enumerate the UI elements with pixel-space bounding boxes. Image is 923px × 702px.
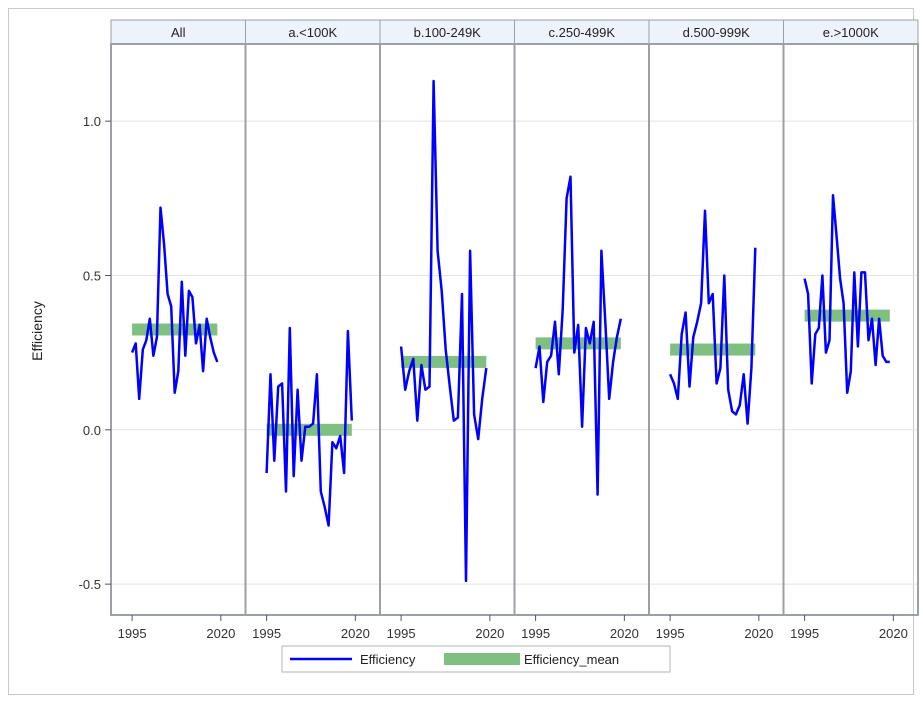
legend: Efficiency Efficiency_mean: [281, 645, 671, 673]
y-tick-label: -0.5: [79, 577, 101, 592]
efficiency-line: [534, 175, 623, 496]
y-tick-label: 1.0: [83, 114, 101, 129]
x-tick-label: 1995: [521, 626, 550, 641]
x-tick-label: 2020: [879, 626, 908, 641]
x-tick-label: 1995: [252, 626, 281, 641]
panel-border: [244, 43, 381, 616]
panel-6: e.>1000K 1995 2020: [782, 19, 919, 641]
panel-title: e.>1000K: [823, 25, 879, 40]
panel-header: [648, 19, 784, 45]
panel-border: [379, 43, 516, 616]
legend-label-efficiency: Efficiency: [360, 652, 416, 667]
panel-4: c.250-499K 1995 2020: [513, 19, 650, 641]
x-tick-label: 2020: [610, 626, 639, 641]
x-tick-label: 1995: [387, 626, 416, 641]
panel-border: [782, 43, 919, 616]
x-tick-label: 2020: [341, 626, 370, 641]
panel-border: [513, 43, 650, 616]
panel-title: d.500-999K: [683, 25, 751, 40]
efficiency-line: [668, 209, 757, 425]
y-axis-label: Efficiency: [29, 301, 45, 361]
panel-2: a.<100K 1995 2020: [244, 19, 381, 641]
panel-3: b.100-249K 1995 2020: [379, 19, 516, 641]
panel-border: [648, 43, 785, 616]
panel-header: [783, 19, 919, 45]
x-tick-label: 2020: [206, 626, 235, 641]
legend-label-mean: Efficiency_mean: [524, 652, 619, 667]
legend-swatch-mean: [444, 653, 520, 665]
efficiency-line: [803, 193, 890, 395]
panel-5: d.500-999K 1995 2020: [648, 19, 785, 641]
efficiency-line: [265, 326, 354, 527]
figure-frame: [8, 8, 914, 695]
y-axis: -0.5 0.0 0.5 1.0: [79, 114, 111, 592]
panel-title: a.<100K: [288, 25, 337, 40]
x-tick-label: 1995: [118, 626, 147, 641]
panel-title: All: [171, 25, 186, 40]
panels-group: All 1995 2020 a.<100K 1995 2020 b.100-249K 1995…: [110, 19, 919, 641]
x-tick-label: 2020: [744, 626, 773, 641]
y-tick-label: 0.0: [83, 423, 101, 438]
panel-header: [379, 19, 515, 45]
y-tick-label: 0.5: [83, 268, 101, 283]
x-tick-label: 1995: [790, 626, 819, 641]
mean-band: [804, 309, 890, 322]
panel-1: All 1995 2020: [110, 19, 247, 641]
panel-header: [514, 19, 650, 45]
panel-title: c.250-499K: [549, 25, 616, 40]
x-tick-label: 1995: [656, 626, 685, 641]
efficiency-line: [399, 79, 488, 583]
efficiency-line: [130, 206, 219, 401]
mean-band: [670, 343, 756, 356]
panel-title: b.100-249K: [414, 25, 482, 40]
x-tick-label: 2020: [475, 626, 504, 641]
